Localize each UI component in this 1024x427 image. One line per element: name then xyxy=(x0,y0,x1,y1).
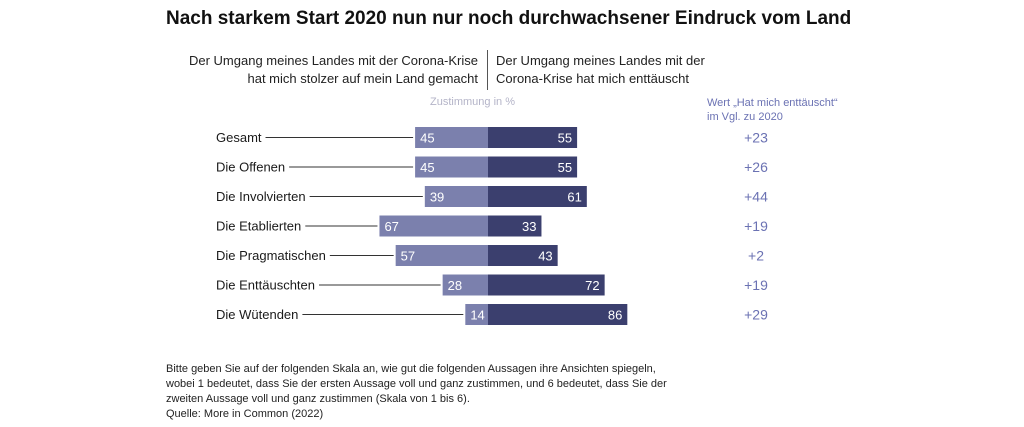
bar-proud xyxy=(415,156,488,178)
bar-proud xyxy=(442,274,488,296)
value-label-proud: 45 xyxy=(420,160,434,175)
bar-proud xyxy=(379,215,488,237)
bar-disappointed xyxy=(488,304,628,325)
left-statement-header: Der Umgang meines Landes mit der Corona-… xyxy=(189,52,478,88)
bar-disappointed xyxy=(488,215,542,237)
bar-disappointed xyxy=(488,156,578,178)
category-label: Die Etablierten xyxy=(216,219,301,234)
bar-proud xyxy=(395,245,488,266)
delta-column-header: Wert „Hat mich enttäuscht“ im Vgl. zu 20… xyxy=(707,96,838,124)
delta-header-line-2: im Vgl. zu 2020 xyxy=(707,111,783,123)
category-label: Gesamt xyxy=(216,130,262,145)
left-statement-line-1: Der Umgang meines Landes mit der Corona-… xyxy=(188,53,478,68)
footnote-line-2: wobei 1 bedeutet, dass Sie der ersten Au… xyxy=(166,378,667,390)
footnote-line-1: Bitte geben Sie auf der folgenden Skala … xyxy=(166,363,656,375)
delta-value: +29 xyxy=(744,307,768,323)
category-label: Die Enttäuschten xyxy=(216,278,315,293)
right-statement-header: Der Umgang meines Landes mit der Corona-… xyxy=(496,52,705,88)
value-label-disappointed: 55 xyxy=(558,131,572,146)
value-label-disappointed: 43 xyxy=(538,249,552,264)
footnote-line-3: zweiten Aussage voll und ganz zustimmen … xyxy=(166,393,470,405)
unit-subheading: Zustimmung in % xyxy=(430,96,515,108)
value-label-disappointed: 72 xyxy=(585,278,599,293)
chart-title: Nach starkem Start 2020 nun nur noch dur… xyxy=(166,8,852,29)
value-label-proud: 14 xyxy=(470,308,484,323)
delta-value: +19 xyxy=(744,277,768,293)
left-statement-line-2: hat mich stolzer auf mein Land gemacht xyxy=(247,71,478,86)
delta-header-line-1: Wert „Hat mich enttäuscht“ xyxy=(707,97,838,109)
value-label-disappointed: 33 xyxy=(522,219,536,234)
category-label: Die Pragmatischen xyxy=(216,248,326,263)
bar-disappointed xyxy=(488,186,587,207)
right-statement-line-1: Der Umgang meines Landes mit der xyxy=(496,53,705,68)
delta-value: +23 xyxy=(744,130,768,146)
bar-proud xyxy=(415,127,488,148)
bar-proud xyxy=(424,186,488,207)
value-label-disappointed: 86 xyxy=(608,308,622,323)
right-statement-line-2: Corona-Krise hat mich enttäuscht xyxy=(496,71,689,86)
delta-value: +26 xyxy=(744,159,768,175)
value-label-disappointed: 55 xyxy=(558,160,572,175)
footnote: Bitte geben Sie auf der folgenden Skala … xyxy=(166,362,667,422)
category-label: Die Offenen xyxy=(216,160,285,175)
header-divider xyxy=(487,50,488,90)
bar-disappointed xyxy=(488,274,605,296)
value-label-proud: 28 xyxy=(448,278,462,293)
value-label-proud: 67 xyxy=(384,219,398,234)
delta-value: +2 xyxy=(748,248,764,264)
value-label-disappointed: 61 xyxy=(567,190,581,205)
category-label: Die Involvierten xyxy=(216,189,306,204)
delta-value: +19 xyxy=(744,218,768,234)
value-label-proud: 39 xyxy=(430,190,444,205)
value-label-proud: 45 xyxy=(420,131,434,146)
bar-disappointed xyxy=(488,245,558,266)
bar-disappointed xyxy=(488,127,578,148)
source-note: Quelle: More in Common (2022) xyxy=(166,408,324,420)
delta-value: +44 xyxy=(744,189,768,205)
category-label: Die Wütenden xyxy=(216,307,298,322)
value-label-proud: 57 xyxy=(401,249,415,264)
bar-proud xyxy=(465,304,488,325)
